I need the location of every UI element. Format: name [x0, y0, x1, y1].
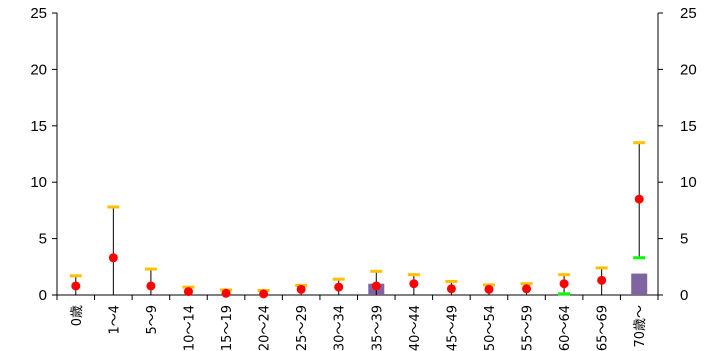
y-tick-label: 25 [30, 5, 47, 22]
y-tick-label: 0 [39, 287, 47, 304]
y2-tick-label: 0 [680, 287, 688, 304]
y-tick-label: 20 [30, 61, 47, 78]
x-tick-label: 70歳～ [633, 305, 648, 348]
data-point [634, 194, 644, 204]
data-point [259, 289, 269, 299]
data-point [446, 284, 456, 294]
x-tick-label: 50～54 [483, 305, 498, 351]
data-point [108, 253, 118, 263]
y2-tick-label: 25 [680, 5, 697, 22]
x-tick-label: 20～24 [258, 305, 273, 351]
x-tick-label: 0歳 [70, 305, 85, 326]
x-tick-label: 10～14 [182, 305, 197, 351]
y-tick-label: 10 [30, 174, 47, 191]
y2-tick-label: 10 [680, 174, 697, 191]
x-tick-label: 30～34 [333, 305, 348, 351]
bar [631, 273, 648, 295]
x-tick-label: 15～19 [220, 305, 235, 351]
data-point [146, 281, 156, 291]
y-tick-label: 15 [30, 118, 47, 135]
data-point [296, 284, 306, 294]
data-point [597, 275, 607, 285]
y2-tick-label: 20 [680, 61, 697, 78]
y2-tick-label: 5 [680, 231, 688, 248]
x-tick-label: 55～59 [521, 305, 536, 351]
tick-labels: 0 5 10 15 20 25 0 5 10 15 20 25 0歳 1～4 5～9 10～14 15～19 20… [30, 5, 696, 351]
x-tick-label: 5～9 [145, 305, 160, 335]
x-tick-label: 65～69 [596, 305, 611, 351]
x-tick-label: 35～39 [370, 305, 385, 351]
data-point [522, 284, 532, 294]
data-point [221, 288, 231, 298]
x-tick-label: 45～49 [445, 305, 460, 351]
x-tick-label: 25～29 [295, 305, 310, 351]
data-point [409, 279, 419, 289]
data-point [484, 284, 494, 294]
data-point [71, 281, 81, 291]
x-tick-label: 40～44 [408, 305, 423, 351]
x-tick-label: 60～64 [558, 305, 573, 351]
y-tick-label: 5 [39, 231, 47, 248]
y2-tick-label: 15 [680, 118, 697, 135]
data-point [559, 279, 569, 289]
chart-marks [69, 141, 648, 299]
data-point [334, 282, 344, 292]
data-point [183, 287, 193, 297]
data-point [371, 281, 381, 291]
x-tick-label: 1～4 [107, 305, 122, 335]
axes [52, 12, 663, 300]
